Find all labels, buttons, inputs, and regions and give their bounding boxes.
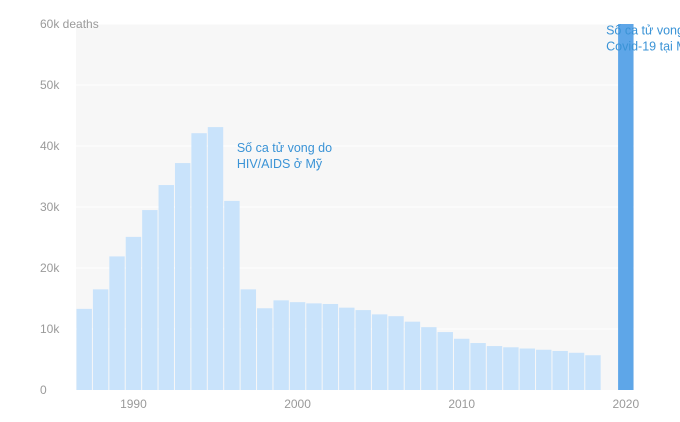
y-tick-label: 20k (40, 261, 60, 275)
bar-1996 (224, 200, 240, 390)
y-tick-label: 60k deaths (40, 17, 99, 31)
x-axis-ticks: 1990 2000 2010 2020 (120, 397, 639, 411)
x-tick-label: 1990 (120, 397, 147, 411)
bar-2001 (306, 303, 322, 390)
annotation-line: Số ca tử vong do (606, 23, 680, 37)
bar-2008 (421, 327, 437, 390)
annotation-line: Số ca tử vong do (237, 141, 332, 155)
bar-2015 (536, 349, 552, 390)
y-tick-label: 50k (40, 78, 60, 92)
bar-2005 (371, 314, 388, 390)
bar-2012 (486, 346, 503, 390)
bar-1998 (257, 308, 273, 390)
bar-2000 (289, 302, 306, 390)
bar-1993 (174, 163, 191, 390)
bar-2007 (404, 321, 421, 390)
bar-1997 (240, 289, 257, 390)
annotation-0: Số ca tử vong do HIV/AIDS ở Mỹ (237, 141, 332, 171)
y-tick-label: 30k (40, 200, 60, 214)
bar-2009 (437, 332, 453, 390)
bar-1991 (142, 210, 158, 390)
bar-1988 (92, 289, 109, 390)
y-tick-label: 10k (40, 322, 60, 336)
bar-2002 (322, 303, 339, 390)
y-tick-label: 40k (40, 139, 60, 153)
bar-2010 (453, 338, 470, 390)
bar-2006 (388, 316, 404, 390)
bar-2013 (503, 347, 519, 390)
bar-2004 (355, 310, 371, 390)
x-tick-label: 2010 (448, 397, 475, 411)
annotation-line: Covid-19 tại Mỹ (606, 39, 680, 53)
bars-group (76, 24, 634, 390)
bar-1992 (158, 185, 174, 390)
y-axis-ticks: 0 10k 20k 30k 40k 50k 60k deaths (40, 17, 99, 397)
bar-1999 (273, 300, 289, 390)
bar-1987 (76, 308, 92, 390)
bar-2003 (339, 307, 355, 390)
annotation-line: HIV/AIDS ở Mỹ (237, 157, 323, 171)
bar-2018 (585, 355, 601, 390)
bar-2020 (618, 24, 634, 390)
bar-1995 (207, 127, 224, 390)
bar-1989 (109, 256, 125, 390)
bar-2011 (470, 343, 486, 390)
bar-2017 (568, 352, 585, 390)
bar-1990 (125, 236, 142, 390)
bar-2014 (519, 348, 536, 390)
bar-2016 (552, 350, 568, 390)
x-tick-label: 2020 (612, 397, 639, 411)
x-tick-label: 2000 (284, 397, 311, 411)
annotation-1: Số ca tử vong do Covid-19 tại Mỹ (606, 23, 680, 53)
y-tick-label: 0 (40, 383, 47, 397)
bar-1994 (191, 133, 207, 390)
